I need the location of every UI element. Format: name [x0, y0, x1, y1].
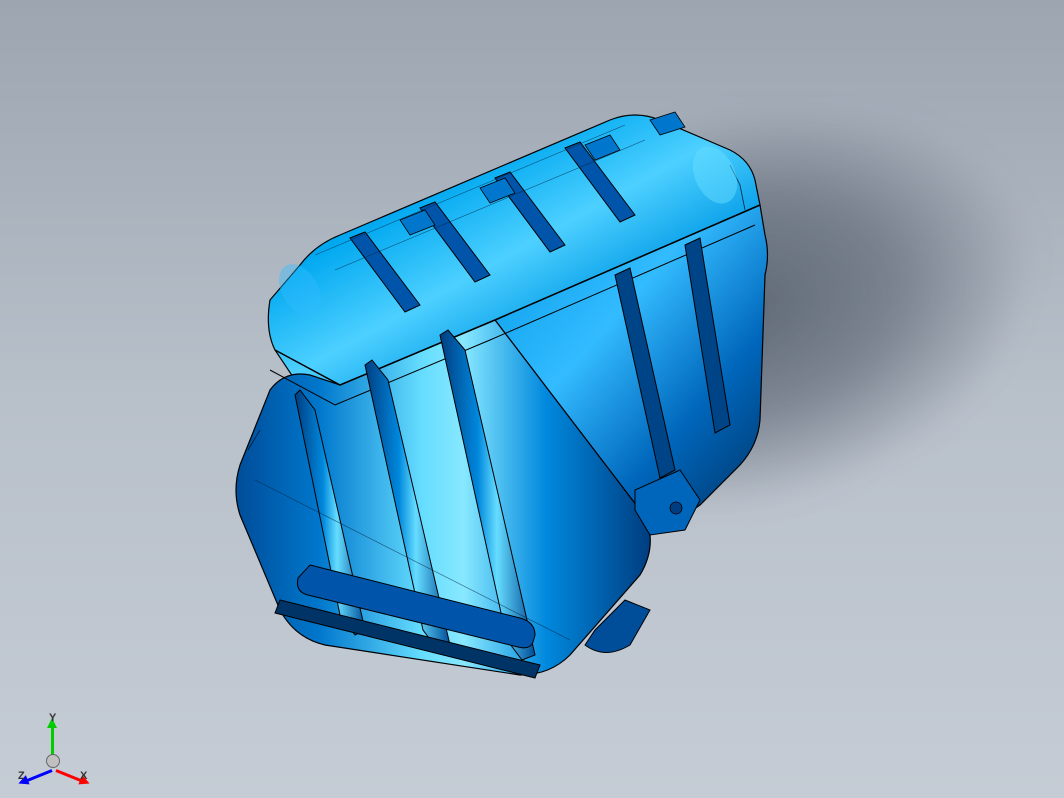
axis-x-arrow: [55, 769, 82, 782]
latch-hole: [670, 502, 682, 514]
model-container[interactable]: [140, 90, 840, 710]
axis-origin: [46, 754, 60, 768]
axis-triad[interactable]: Y X Z: [18, 710, 88, 780]
axis-z-label: Z: [18, 770, 25, 782]
cad-model-svg[interactable]: [140, 90, 840, 710]
axis-x-label: X: [80, 770, 87, 782]
axis-y-label: Y: [49, 712, 56, 724]
axis-z-arrow: [25, 769, 52, 782]
cad-viewport[interactable]: Y X Z: [0, 0, 1064, 798]
